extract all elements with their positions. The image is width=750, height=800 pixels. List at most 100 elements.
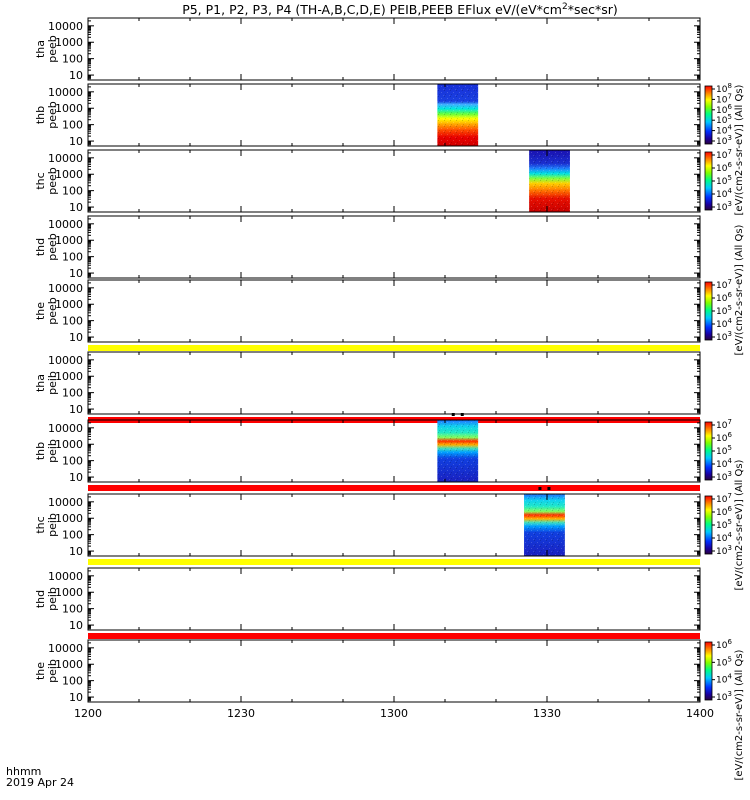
y-tick-label-thd-peib-1: 100 bbox=[62, 603, 83, 616]
panel-label-probe: the bbox=[34, 662, 47, 680]
y-tick-label-thc-peeb-3: 10000 bbox=[48, 152, 83, 165]
colorbar-label-the-peib-3: 106 bbox=[716, 638, 732, 651]
colorbar-label-thc-peeb-1: 104 bbox=[716, 187, 732, 200]
colorbar-label-thc-peeb-0: 103 bbox=[716, 200, 732, 213]
colorbar-gradient-thb-peib bbox=[704, 421, 713, 481]
colorbar-label-base: 10 bbox=[716, 641, 728, 651]
panel-label-product: peib bbox=[46, 587, 59, 611]
status-bar-thd-peib bbox=[88, 633, 700, 639]
y-tick-label-thb-peeb-0: 10 bbox=[69, 135, 83, 148]
y-tick-label-tha-peib-1: 100 bbox=[62, 387, 83, 400]
colorbar-label-the-peeb-0: 103 bbox=[716, 330, 732, 343]
colorbars-layer: 1031041051061071081031041051061071031041… bbox=[704, 82, 732, 703]
colorbar-label-thc-peib-3: 106 bbox=[716, 505, 732, 518]
colorbar-label-thc-peeb-4: 107 bbox=[716, 148, 732, 161]
panel-label-product: peib bbox=[46, 439, 59, 463]
data-marker-thc-peib-a bbox=[538, 487, 542, 490]
panel-label-probe: thd bbox=[34, 238, 47, 256]
panel-label-product: peib bbox=[46, 371, 59, 395]
panel-label-tha-peib: thapeib bbox=[34, 371, 59, 395]
y-tick-label-the-peeb-1: 100 bbox=[62, 315, 83, 328]
colorbar-label-the-peeb-1: 104 bbox=[716, 317, 732, 330]
colorbar-label-exponent: 3 bbox=[727, 330, 731, 338]
colorbar-label-base: 10 bbox=[716, 447, 728, 457]
panel-frame-the-peib bbox=[87, 639, 701, 703]
colorbar-label-base: 10 bbox=[716, 495, 728, 505]
colorbar-label-exponent: 5 bbox=[727, 518, 731, 526]
colorbar-label-exponent: 6 bbox=[727, 638, 732, 646]
colorbar-label-the-peib-0: 103 bbox=[716, 690, 732, 703]
colorbar-label-base: 10 bbox=[716, 190, 728, 200]
y-tick-label-tha-peib-3: 10000 bbox=[48, 354, 83, 367]
y-tick-label-thb-peib-3: 10000 bbox=[48, 422, 83, 435]
y-tick-label-thc-peeb-1: 100 bbox=[62, 185, 83, 198]
colorbar-label-thb-peib-2: 105 bbox=[716, 444, 732, 457]
x-axis-label-date: 2019 Apr 24 bbox=[6, 776, 74, 789]
y-tick-label-thc-peeb-0: 10 bbox=[69, 201, 83, 214]
panel-label-probe: thb bbox=[34, 106, 47, 124]
spectrogram-texture-thc-peeb-0 bbox=[529, 150, 570, 212]
colorbar-label-base: 10 bbox=[716, 421, 728, 431]
side-unit-label-upper_middle: [eV/(cm2-s-sr-eV)] (All Qs) bbox=[734, 224, 745, 355]
colorbar-label-base: 10 bbox=[716, 307, 728, 317]
y-tick-label-thc-peib-2: 1000 bbox=[55, 512, 83, 525]
colorbar-label-thb-peeb-3: 106 bbox=[716, 103, 732, 116]
colorbar-label-thc-peeb-3: 106 bbox=[716, 161, 732, 174]
y-tick-label-tha-peeb-3: 10000 bbox=[48, 20, 83, 33]
colorbar-label-the-peeb-2: 105 bbox=[716, 304, 732, 317]
colorbar-label-thc-peib-2: 105 bbox=[716, 518, 732, 531]
colorbar-gradient-the-peib bbox=[704, 641, 713, 701]
y-tick-label-thb-peeb-1: 100 bbox=[62, 119, 83, 132]
colorbar-label-thb-peeb-4: 107 bbox=[716, 92, 732, 105]
y-tick-label-thd-peib-0: 10 bbox=[69, 619, 83, 632]
colorbar-label-base: 10 bbox=[716, 333, 728, 343]
colorbar-label-exponent: 5 bbox=[727, 304, 731, 312]
colorbar-gradient-thc-peib bbox=[704, 495, 713, 555]
panels-layer: 10100100010000thapeeb10100100010000thbpe… bbox=[34, 17, 714, 720]
data-marker-thb-peib-a bbox=[451, 413, 455, 416]
panel-label-thd-peeb: thdpeeb bbox=[34, 233, 59, 261]
colorbar-label-base: 10 bbox=[716, 547, 728, 557]
colorbar-label-exponent: 5 bbox=[727, 113, 731, 121]
status-bar-the-peeb bbox=[88, 345, 700, 351]
colorbar-label-base: 10 bbox=[716, 95, 728, 105]
colorbar-label-thc-peib-0: 103 bbox=[716, 544, 732, 557]
panel-frame-the-peeb bbox=[87, 279, 701, 343]
x-axis-label-hhmm: hhmm bbox=[6, 765, 41, 778]
figure-title: P5, P1, P2, P3, P4 (TH-A,B,C,D,E) PEIB,P… bbox=[182, 2, 618, 17]
panel-label-product: peeb bbox=[46, 35, 59, 63]
panel-label-probe: thc bbox=[34, 516, 47, 533]
panel-label-thc-peeb: thcpeeb bbox=[34, 167, 59, 195]
panel-label-product: peeb bbox=[46, 233, 59, 261]
colorbar-label-exponent: 7 bbox=[727, 492, 731, 500]
y-tick-label-the-peeb-3: 10000 bbox=[48, 282, 83, 295]
y-tick-label-tha-peib-0: 10 bbox=[69, 403, 83, 416]
colorbar-label-thb-peib-4: 107 bbox=[716, 418, 732, 431]
y-tick-label-thd-peeb-2: 1000 bbox=[55, 234, 83, 247]
colorbar-label-base: 10 bbox=[716, 137, 728, 147]
spectrogram-texture-thc-peib-0 bbox=[524, 494, 565, 556]
panel-label-thd-peib: thdpeib bbox=[34, 587, 59, 611]
colorbar-label-exponent: 7 bbox=[727, 92, 731, 100]
colorbar-label-exponent: 4 bbox=[727, 317, 732, 325]
panel-label-product: peib bbox=[46, 659, 59, 683]
colorbar-label-exponent: 7 bbox=[727, 278, 731, 286]
colorbar-label-exponent: 7 bbox=[727, 148, 731, 156]
y-tick-label-thb-peib-2: 1000 bbox=[55, 438, 83, 451]
colorbar-label-thb-peeb-2: 105 bbox=[716, 113, 732, 126]
colorbar-label-thb-peeb-5: 108 bbox=[716, 82, 732, 95]
colorbar-label-base: 10 bbox=[716, 460, 728, 470]
colorbar-label-exponent: 5 bbox=[727, 655, 731, 663]
side-unit-label-bottom: [eV/(cm2-s-sr-eV)] (All Qs) bbox=[734, 649, 745, 780]
x-tick-label-4: 1400 bbox=[686, 707, 714, 720]
colorbar-label-thc-peib-4: 107 bbox=[716, 492, 732, 505]
panel-label-thb-peib: thbpeib bbox=[34, 439, 59, 463]
colorbar-label-thb-peib-3: 106 bbox=[716, 431, 732, 444]
status-bar-thc-peib bbox=[88, 559, 700, 565]
